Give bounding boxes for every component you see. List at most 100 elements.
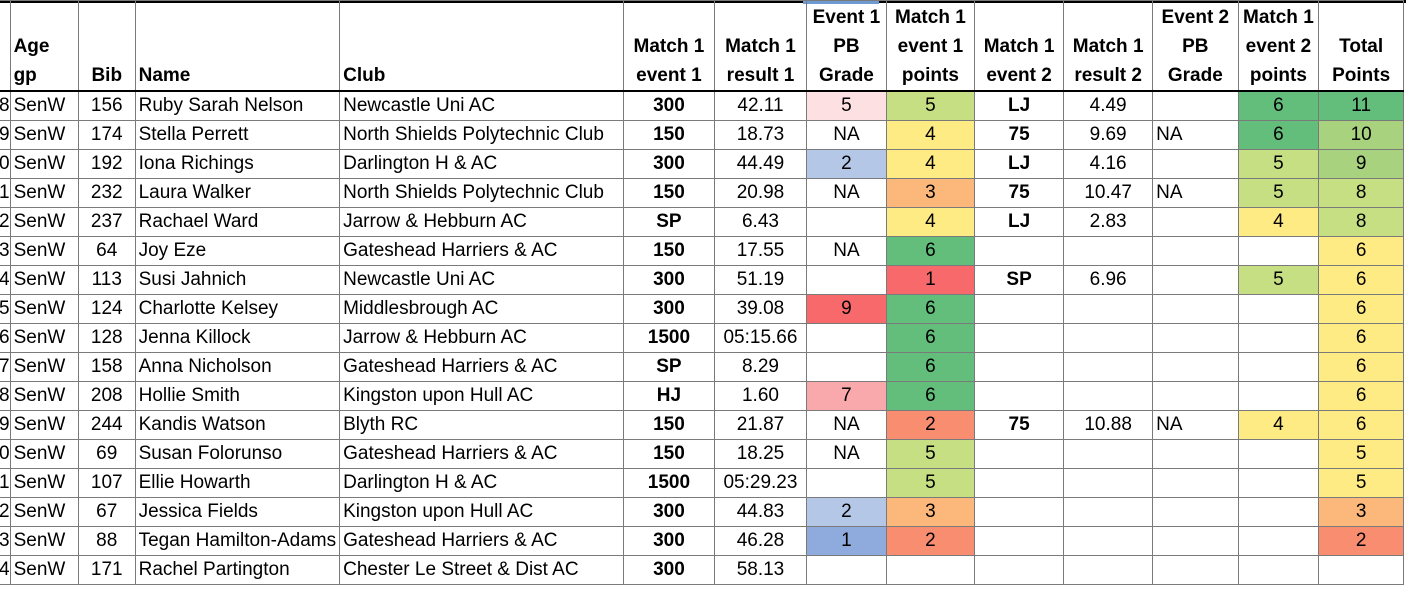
match1-result2-cell[interactable] [1063, 352, 1154, 382]
club-cell[interactable]: Darlington H & AC [339, 149, 624, 179]
event2-points-cell[interactable]: 4 [1237, 207, 1320, 237]
name-cell[interactable]: Tegan Hamilton-Adams [134, 526, 341, 556]
header-event2-pb-grade[interactable]: Event 2 PB Grade [1152, 0, 1239, 92]
match1-event2-cell[interactable] [974, 555, 1065, 585]
event2-pb-grade-cell[interactable] [1152, 236, 1239, 266]
event2-points-cell[interactable]: 5 [1237, 265, 1320, 295]
event1-pb-grade-cell[interactable]: NA [806, 439, 887, 469]
match1-result2-cell[interactable]: 6.96 [1063, 265, 1154, 295]
age-gp-cell[interactable]: SenW [9, 352, 79, 382]
total-points-cell[interactable] [1318, 555, 1404, 585]
match1-result1-cell[interactable]: 42.11 [713, 90, 808, 121]
event1-pb-grade-cell[interactable] [806, 265, 887, 295]
match1-event1-cell[interactable]: 300 [622, 294, 715, 324]
match1-event1-cell[interactable]: 150 [622, 178, 715, 208]
match1-result2-cell[interactable]: 10.88 [1063, 410, 1154, 440]
row-number-cell[interactable]: 3 [0, 526, 11, 556]
age-gp-cell[interactable]: SenW [9, 294, 79, 324]
event2-points-cell[interactable]: 5 [1237, 149, 1320, 179]
age-gp-cell[interactable]: SenW [9, 555, 79, 585]
name-cell[interactable]: Ellie Howarth [134, 468, 341, 498]
match1-event2-cell[interactable] [974, 439, 1065, 469]
match1-result1-cell[interactable]: 39.08 [713, 294, 808, 324]
event1-points-cell[interactable]: 6 [885, 323, 976, 353]
match1-event2-cell[interactable]: 75 [974, 120, 1065, 150]
event2-points-cell[interactable] [1237, 555, 1320, 585]
match1-result1-cell[interactable]: 44.83 [713, 497, 808, 527]
bib-cell[interactable]: 174 [77, 120, 136, 150]
name-cell[interactable]: Stella Perrett [134, 120, 341, 150]
event2-pb-grade-cell[interactable] [1152, 439, 1239, 469]
event1-pb-grade-cell[interactable] [806, 323, 887, 353]
match1-event1-cell[interactable]: 300 [622, 149, 715, 179]
total-points-cell[interactable]: 2 [1318, 526, 1404, 556]
header-match1-event1[interactable]: Match 1 event 1 [622, 0, 715, 92]
age-gp-cell[interactable]: SenW [9, 207, 79, 237]
event2-points-cell[interactable] [1237, 439, 1320, 469]
event2-points-cell[interactable] [1237, 294, 1320, 324]
bib-cell[interactable]: 64 [77, 236, 136, 266]
bib-cell[interactable]: 128 [77, 323, 136, 353]
total-points-cell[interactable]: 8 [1318, 207, 1404, 237]
total-points-cell[interactable]: 6 [1318, 323, 1404, 353]
match1-event2-cell[interactable] [974, 468, 1065, 498]
bib-cell[interactable]: 208 [77, 381, 136, 411]
event2-pb-grade-cell[interactable] [1152, 207, 1239, 237]
match1-event2-cell[interactable]: LJ [974, 149, 1065, 179]
total-points-cell[interactable]: 9 [1318, 149, 1404, 179]
bib-cell[interactable]: 113 [77, 265, 136, 295]
row-number-cell[interactable]: 0 [0, 439, 11, 469]
club-cell[interactable]: Jarrow & Hebburn AC [339, 323, 624, 353]
event1-pb-grade-cell[interactable]: 5 [806, 90, 887, 121]
club-cell[interactable]: Middlesbrough AC [339, 294, 624, 324]
header-total-points[interactable]: Total Points [1318, 0, 1404, 92]
total-points-cell[interactable]: 6 [1318, 236, 1404, 266]
row-number-cell[interactable]: 1 [0, 468, 11, 498]
match1-event2-cell[interactable] [974, 497, 1065, 527]
name-cell[interactable]: Iona Richings [134, 149, 341, 179]
total-points-cell[interactable]: 6 [1318, 352, 1404, 382]
club-cell[interactable]: Gateshead Harriers & AC [339, 439, 624, 469]
match1-result2-cell[interactable] [1063, 555, 1154, 585]
event2-pb-grade-cell[interactable]: NA [1152, 178, 1239, 208]
age-gp-cell[interactable]: SenW [9, 323, 79, 353]
match1-event1-cell[interactable]: 1500 [622, 468, 715, 498]
match1-event2-cell[interactable] [974, 294, 1065, 324]
bib-cell[interactable]: 69 [77, 439, 136, 469]
match1-result1-cell[interactable]: 44.49 [713, 149, 808, 179]
header-name[interactable]: Name [134, 0, 341, 92]
match1-event2-cell[interactable]: SP [974, 265, 1065, 295]
match1-event2-cell[interactable] [974, 381, 1065, 411]
club-cell[interactable]: Kingston upon Hull AC [339, 497, 624, 527]
age-gp-cell[interactable]: SenW [9, 497, 79, 527]
match1-result2-cell[interactable]: 4.49 [1063, 90, 1154, 121]
match1-event2-cell[interactable] [974, 236, 1065, 266]
total-points-cell[interactable]: 10 [1318, 120, 1404, 150]
header-club[interactable]: Club [339, 0, 624, 92]
name-cell[interactable]: Kandis Watson [134, 410, 341, 440]
event1-points-cell[interactable]: 3 [885, 497, 976, 527]
total-points-cell[interactable]: 8 [1318, 178, 1404, 208]
header-match1-event1-points[interactable]: Match 1 event 1 points [885, 0, 976, 92]
bib-cell[interactable]: 158 [77, 352, 136, 382]
event2-pb-grade-cell[interactable] [1152, 526, 1239, 556]
name-cell[interactable]: Hollie Smith [134, 381, 341, 411]
match1-result2-cell[interactable] [1063, 468, 1154, 498]
bib-cell[interactable]: 88 [77, 526, 136, 556]
event2-pb-grade-cell[interactable] [1152, 555, 1239, 585]
age-gp-cell[interactable]: SenW [9, 468, 79, 498]
match1-result1-cell[interactable]: 51.19 [713, 265, 808, 295]
event1-points-cell[interactable]: 5 [885, 468, 976, 498]
row-number-cell[interactable]: 2 [0, 207, 11, 237]
event1-pb-grade-cell[interactable] [806, 555, 887, 585]
header-age-gp[interactable]: Age gp [9, 0, 79, 92]
match1-event1-cell[interactable]: SP [622, 352, 715, 382]
header-row-number[interactable] [0, 0, 11, 92]
total-points-cell[interactable]: 5 [1318, 468, 1404, 498]
club-cell[interactable]: Darlington H & AC [339, 468, 624, 498]
bib-cell[interactable]: 107 [77, 468, 136, 498]
match1-event2-cell[interactable] [974, 323, 1065, 353]
event1-points-cell[interactable] [885, 555, 976, 585]
age-gp-cell[interactable]: SenW [9, 236, 79, 266]
bib-cell[interactable]: 244 [77, 410, 136, 440]
